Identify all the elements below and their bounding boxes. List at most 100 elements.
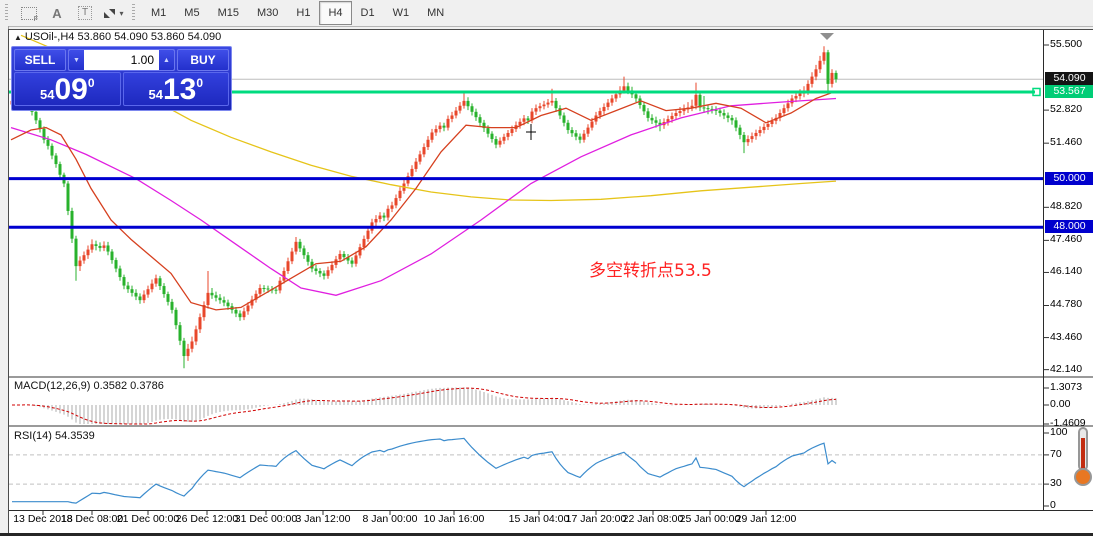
- candle-body: [726, 115, 730, 118]
- candle-body: [574, 133, 578, 137]
- ma-fast-line: [10, 90, 837, 311]
- timeframe-button-m1[interactable]: M1: [151, 7, 167, 19]
- candle-body: [446, 118, 450, 128]
- candle-body: [330, 264, 334, 271]
- candle-body: [346, 257, 350, 261]
- candle-body: [218, 297, 222, 301]
- text-t-icon: T: [77, 6, 93, 20]
- candle-body: [570, 130, 574, 134]
- candle-body: [234, 309, 238, 314]
- candle-body: [58, 164, 62, 175]
- date-label: 29 Jan 12:00: [735, 513, 797, 525]
- candle-body: [358, 247, 362, 256]
- candle-body: [294, 241, 298, 252]
- candle-body: [478, 117, 482, 123]
- frame-tool-button[interactable]: F: [16, 1, 42, 25]
- buy-price-display[interactable]: 54 13 0: [122, 72, 229, 106]
- candle-body: [410, 168, 414, 177]
- candle-body: [830, 72, 834, 84]
- rsi-line: [12, 437, 837, 504]
- thermometer-icon: [1074, 427, 1092, 486]
- candle-body: [50, 145, 54, 156]
- sell-price-sup: 0: [87, 76, 95, 90]
- candle-body: [434, 129, 438, 133]
- candle-body: [538, 106, 542, 109]
- candle-body: [42, 128, 46, 140]
- candle-body: [114, 260, 118, 269]
- date-label: 15 Jan 04:00: [508, 513, 570, 525]
- candle-body: [138, 296, 142, 301]
- candle-body: [158, 278, 162, 287]
- price-tick-label: 43.460: [1050, 331, 1083, 343]
- candle-body: [730, 117, 734, 121]
- buy-button[interactable]: BUY: [177, 49, 229, 71]
- candle-body: [634, 94, 638, 99]
- volume-down-button[interactable]: ▼: [69, 50, 84, 70]
- candle-body: [350, 260, 354, 264]
- candle-body: [142, 294, 146, 301]
- candle-body: [242, 311, 246, 318]
- candle-body: [186, 348, 190, 357]
- candle-body: [534, 108, 538, 112]
- candle-body: [750, 136, 754, 140]
- date-label: 17 Jan 20:00: [565, 513, 627, 525]
- volume-input[interactable]: [84, 50, 159, 70]
- line-handle[interactable]: [1032, 87, 1041, 97]
- candle-body: [418, 154, 422, 162]
- candle-body: [826, 52, 830, 84]
- candle-body: [490, 133, 494, 140]
- sell-button[interactable]: SELL: [14, 49, 66, 71]
- candle-body: [710, 108, 714, 110]
- volume-up-button[interactable]: ▲: [159, 50, 174, 70]
- arrows-icon: [104, 8, 116, 18]
- timeframe-button-d1[interactable]: D1: [360, 7, 375, 19]
- candle-body: [714, 109, 718, 111]
- timeframe-button-m5[interactable]: M5: [184, 7, 200, 19]
- candle-body: [82, 255, 86, 261]
- timeframe-bar: M1 M5 M15 M30 H1 H4 D1 W1 MN: [142, 1, 453, 25]
- candle-body: [286, 261, 290, 271]
- timeframe-button-m30[interactable]: M30: [256, 7, 279, 19]
- candle-body: [266, 288, 270, 290]
- candle-body: [430, 132, 434, 140]
- sell-price-display[interactable]: 54 09 0: [14, 72, 121, 106]
- rsi-label: RSI(14) 54.3539: [14, 430, 95, 442]
- candle-body: [782, 108, 786, 114]
- candle-body: [458, 105, 462, 111]
- candle-body: [150, 283, 154, 290]
- candle-body: [366, 230, 370, 239]
- label-tool-button[interactable]: A: [44, 1, 70, 25]
- candle-body: [702, 107, 706, 109]
- candle-body: [398, 190, 402, 199]
- candle-body: [362, 238, 366, 248]
- candle-body: [318, 270, 322, 274]
- timeframe-button-m15[interactable]: M15: [217, 7, 239, 19]
- date-label: 25 Jan 00:00: [679, 513, 741, 525]
- candle-body: [310, 261, 314, 269]
- candle-body: [642, 105, 646, 112]
- chart-title: ▲ USOil-,H4 53.860 54.090 53.860 54.090: [14, 31, 222, 43]
- candle-body: [302, 248, 306, 256]
- candle-body: [390, 205, 394, 209]
- timeframe-button-w1[interactable]: W1: [392, 7, 410, 19]
- timeframe-button-mn[interactable]: MN: [427, 7, 445, 19]
- candle-body: [354, 255, 358, 264]
- rsi-tick-label: 70: [1050, 448, 1062, 460]
- candle-body: [694, 94, 698, 106]
- price-tick-label: 47.460: [1050, 233, 1083, 245]
- text-tool-button[interactable]: T: [72, 1, 98, 25]
- candle-body: [794, 96, 798, 99]
- candle-body: [102, 245, 106, 248]
- candle-body: [698, 94, 702, 108]
- timeframe-button-h4[interactable]: H4: [319, 1, 352, 25]
- candle-body: [494, 139, 498, 145]
- timeframe-button-h1[interactable]: H1: [296, 7, 311, 19]
- candle-body: [674, 113, 678, 116]
- candle-body: [610, 98, 614, 103]
- arrows-tool-button[interactable]: ▾: [100, 1, 126, 25]
- candle-body: [798, 93, 802, 97]
- frame-icon: F: [21, 6, 38, 23]
- candle-body: [198, 317, 202, 330]
- price-tick-label: 48.820: [1050, 200, 1083, 212]
- chart-annotation: 多空转折点53.5: [589, 261, 712, 281]
